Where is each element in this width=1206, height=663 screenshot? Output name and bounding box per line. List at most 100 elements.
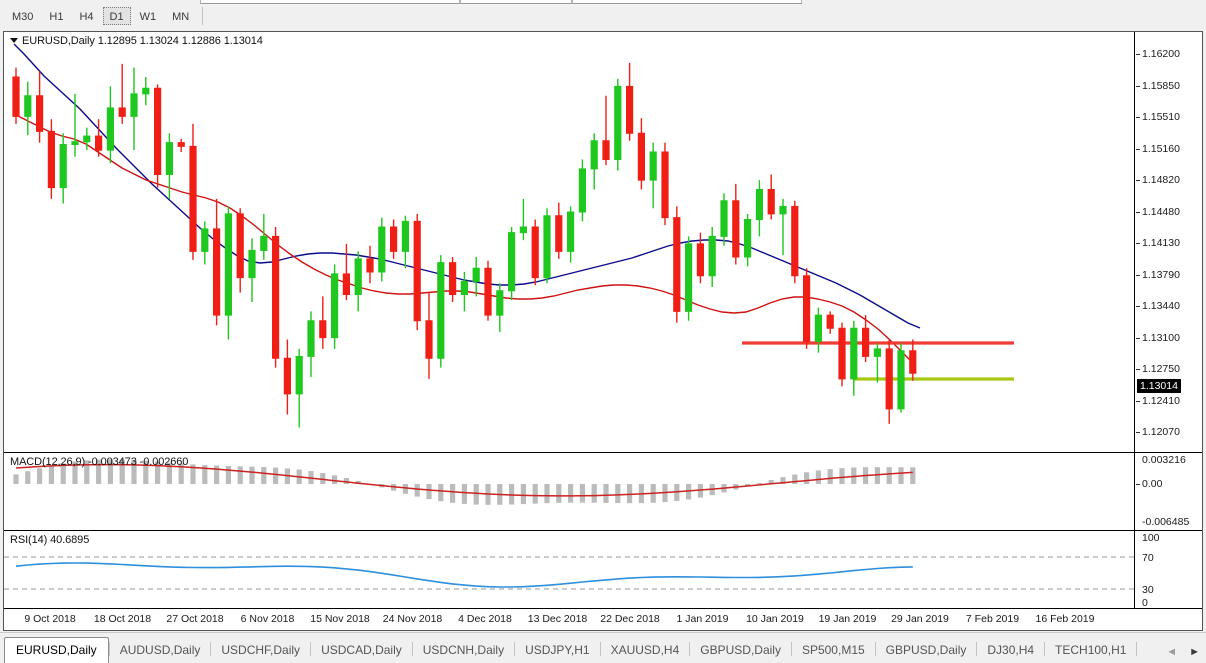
rsi-tick-label: 0 [1142,597,1148,609]
date-tick-label: 16 Feb 2019 [1035,613,1095,625]
chart-tab[interactable]: USDCNH,Daily [422,643,505,657]
macd-histogram-bar [697,484,703,498]
price-tick-mark [1136,306,1140,307]
ma-fast-line [13,113,915,365]
date-tick-label: 4 Dec 2018 [458,613,512,625]
scroll-left-icon[interactable]: ◄ [1166,646,1178,658]
macd-plot-area[interactable] [4,453,1135,530]
tab-divider [874,642,876,656]
timeframe-button-mn[interactable]: MN [172,11,190,23]
chart-tab[interactable]: TECH100,H1 [1055,643,1127,657]
chart-tab[interactable]: EURUSD,Daily [4,637,109,663]
macd-histogram-bar [815,470,821,484]
candle-body [614,85,622,160]
candle-body [838,327,846,380]
macd-label: MACD(12,26,9) -0.003473 -0.002660 [10,456,189,468]
date-tick-label: 24 Nov 2018 [382,613,443,625]
chart-tab[interactable]: USDCAD,Daily [321,643,402,657]
macd-histogram-bar [874,467,880,484]
timeframe-button-h4[interactable]: H4 [79,11,94,23]
rsi-plot-area[interactable] [4,531,1135,608]
macd-histogram-bar [438,484,444,502]
candle-body [118,107,126,117]
chart-tab[interactable]: DJ30,H4 [987,643,1035,657]
price-plot-area[interactable] [4,32,1135,452]
candle-body [354,258,362,295]
timeframe-button-d1[interactable]: D1 [102,7,131,25]
macd-histogram-bar [579,484,585,503]
tab-scroll-controls: ◄ ► [1166,646,1206,663]
candle-body [437,262,445,359]
candle-body [803,275,811,342]
price-tick-mark [1136,148,1140,150]
macd-histogram-bar [473,484,479,505]
rsi-axis[interactable]: 100 70 30 0 [1136,531,1202,609]
scroll-right-icon[interactable]: ► [1189,646,1200,658]
macd-histogram-bar [804,472,810,484]
candle-body [755,189,763,220]
candle-body [59,144,67,189]
macd-histogram-bar [214,465,220,484]
candle-body [71,141,79,145]
chevron-down-icon[interactable] [10,37,18,43]
chart-tab-bar[interactable]: EURUSD,Daily AUDUSD,Daily USDCHF,Daily USDC… [0,632,1206,663]
macd-histogram-bar [60,463,66,484]
candle-body [106,107,115,151]
candle-body [496,290,504,316]
macd-histogram-bar [426,484,432,500]
candle-body [12,76,20,117]
chart-header-text: EURUSD,Daily 1.12895 1.13024 1.12886 1.1… [22,35,263,47]
chart-tab[interactable]: GBPUSD,Daily [700,643,781,657]
chart-tab[interactable]: USDCHF,Daily [221,643,301,657]
candle-body [213,228,221,316]
macd-histogram-bar [509,484,515,505]
chart-tab[interactable]: USDJPY,H1 [525,643,590,657]
chart-tab[interactable]: GBPUSD,Daily [885,643,967,657]
candle-body [154,87,162,175]
candle-body [201,228,209,252]
price-tick-label: 1.13100 [1142,331,1180,344]
timeframe-button-m30[interactable]: M30 [12,11,34,23]
macd-histogram-bar [414,484,420,497]
macd-signal-line [15,463,913,497]
macd-histogram-bar [780,477,786,484]
candle-body [744,219,752,258]
candle-body [236,213,244,279]
chart-tab[interactable]: XAUUSD,H4 [610,643,680,657]
candle-body [673,217,681,312]
macd-histogram-bar [72,461,78,484]
price-tick-label: 1.14130 [1142,237,1180,249]
tab-divider [1044,642,1046,656]
toolbar-divider [202,7,204,25]
candle-body [685,243,693,312]
date-axis[interactable]: 9 Oct 2018 18 Oct 2018 27 Oct 2018 6 Nov 20… [4,609,1202,630]
toolbar-group-2 [460,0,572,4]
candle-body [366,258,374,273]
price-tick-label: 1.15850 [1142,79,1180,92]
macd-axis[interactable]: 0.003216 0.00 -0.006485 [1136,453,1202,530]
price-tick-label: 1.15160 [1142,142,1180,155]
macd-histogram-bar [273,467,279,484]
price-tick-mark [1136,117,1140,118]
date-tick-label: 13 Dec 2018 [527,613,588,625]
chart-tab[interactable]: SP500,M15 [801,643,865,657]
price-pane[interactable]: EURUSD,Daily 1.12895 1.13024 1.12886 1.1… [4,32,1202,453]
price-tick-label: 1.13790 [1142,268,1180,281]
macd-pane[interactable]: MACD(12,26,9) -0.003473 -0.002660 0.0032… [4,453,1202,531]
chart-tab[interactable]: AUDUSD,Daily [119,643,201,657]
candle-body [283,357,291,395]
chart-window[interactable]: EURUSD,Daily 1.12895 1.13024 1.12886 1.1… [3,31,1203,631]
timeframe-button-w1[interactable]: W1 [139,11,157,23]
price-axis[interactable]: 1.16200 1.15850 1.15510 1.15160 1.14820 1.144… [1136,32,1202,452]
price-tick-label: 1.14480 [1142,205,1180,218]
rsi-tick-label: 30 [1142,584,1154,596]
date-tick-label: 7 Feb 2019 [965,613,1020,625]
candle-body [260,235,268,251]
tab-divider [310,642,312,656]
rsi-pane[interactable]: RSI(14) 40.6895 100 70 30 0 [4,531,1202,609]
timeframe-button-h1[interactable]: H1 [49,11,64,23]
macd-histogram-bar [320,472,326,484]
date-tick-label: 15 Nov 2018 [310,613,370,625]
candle-body [460,280,468,295]
price-tick-mark [1136,274,1140,276]
